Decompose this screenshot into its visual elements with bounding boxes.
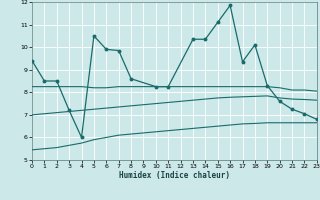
X-axis label: Humidex (Indice chaleur): Humidex (Indice chaleur) [119,171,230,180]
